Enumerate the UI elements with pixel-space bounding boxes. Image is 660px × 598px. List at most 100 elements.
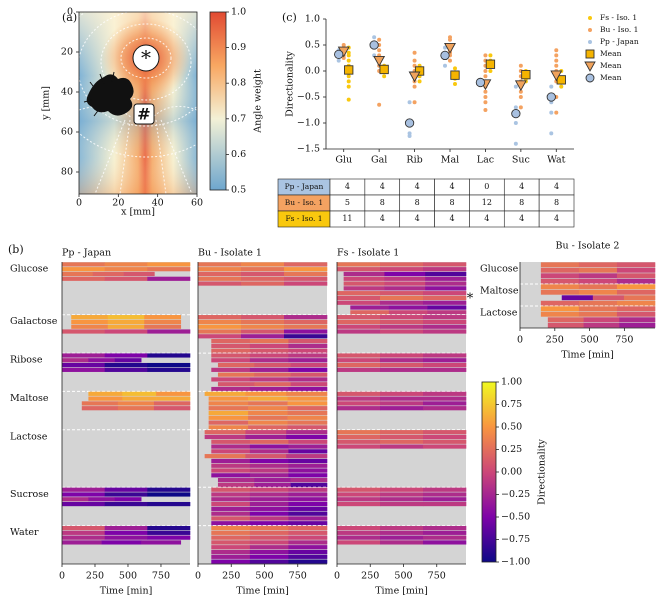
cell-value: 8: [554, 198, 559, 207]
mean-marker: [344, 65, 354, 75]
track-segment: [198, 334, 242, 339]
track-segment: [88, 497, 116, 502]
track-segment: [425, 281, 467, 286]
group-label: Glucose: [10, 264, 49, 275]
track-segment: [337, 497, 381, 502]
track-segment: [249, 497, 289, 502]
track-segment: [114, 497, 142, 502]
mean-marker: [414, 66, 425, 76]
annotation: *: [467, 292, 474, 307]
track-segment: [211, 348, 251, 353]
x-tick-label: 750: [428, 571, 446, 582]
track-segment: [147, 492, 191, 497]
cell-value: 11: [342, 214, 352, 223]
track-segment: [423, 315, 467, 320]
x-tick-label: Mal: [441, 155, 459, 166]
data-point: [483, 74, 488, 79]
track-segment: [211, 530, 251, 535]
track-segment: [578, 289, 618, 295]
mean-marker: [521, 69, 531, 80]
track-segment: [211, 463, 251, 468]
x-tick-label: 500: [119, 571, 137, 582]
track-segment: [245, 430, 287, 435]
data-point: [377, 48, 382, 53]
data-point: [377, 37, 382, 42]
track-segment: [107, 315, 145, 320]
track-segment: [288, 530, 328, 535]
group-label: Glucose: [480, 264, 519, 275]
x-tick-label: 500: [255, 571, 273, 582]
track-segment: [288, 525, 328, 531]
track-segment: [423, 439, 467, 444]
data-point: [412, 84, 417, 89]
data-point: [483, 95, 488, 99]
track-segment: [117, 406, 155, 411]
track-segment: [211, 559, 251, 564]
track-segment: [423, 501, 467, 507]
track-segment: [388, 305, 428, 310]
cell-value: 4: [554, 214, 559, 223]
track-segment: [62, 362, 105, 368]
legend-label: Bu - Iso. 1: [600, 25, 638, 34]
data-point: [483, 69, 488, 73]
y-tick-label: 20: [61, 47, 73, 58]
colorbar-tick-label: −1.00: [501, 557, 530, 568]
track-segment: [616, 300, 656, 306]
track-segment: [241, 262, 285, 267]
track-segment: [62, 276, 105, 281]
track-segment: [380, 525, 424, 531]
track-segment: [284, 329, 328, 334]
track-segment: [62, 487, 105, 492]
track-segment: [425, 271, 467, 277]
track-segment: [288, 554, 328, 559]
track-segment: [380, 358, 424, 363]
track-segment: [114, 358, 142, 363]
cell-value: 8: [449, 198, 454, 207]
track-segment: [343, 271, 385, 277]
track-segment: [423, 401, 467, 406]
track-segment: [380, 401, 424, 406]
data-point: [559, 84, 564, 89]
track-segment: [423, 444, 467, 449]
data-point: [346, 74, 351, 79]
track-segment: [204, 434, 246, 440]
track-segment: [211, 439, 251, 444]
track-segment: [217, 478, 255, 483]
track-segment: [290, 382, 328, 387]
track-segment: [592, 295, 625, 301]
track-segment: [62, 329, 105, 334]
track-segment: [423, 525, 467, 531]
mean-marker: [485, 59, 496, 69]
track-segment: [284, 276, 328, 281]
track-segment: [254, 478, 291, 483]
y-tick-label: −1.5: [297, 144, 320, 155]
track-segment: [288, 463, 328, 468]
data-point: [377, 102, 382, 107]
track-segment: [547, 322, 584, 328]
track-segment: [249, 338, 289, 344]
group-label: Ribose: [10, 355, 43, 366]
track-segment: [198, 281, 242, 286]
colorbar-tick-label: 0.00: [501, 467, 522, 478]
data-point: [483, 108, 488, 112]
track-segment: [380, 362, 424, 368]
track-segment: [211, 540, 251, 545]
track-segment: [384, 271, 426, 277]
track-segment: [380, 430, 424, 435]
track-segment: [71, 319, 109, 325]
track-segment: [616, 262, 656, 268]
track-segment: [337, 291, 381, 296]
mean-marker: [408, 71, 421, 83]
track-segment: [337, 358, 381, 363]
track-segment: [144, 315, 182, 320]
track-segment: [423, 267, 467, 272]
track-segment: [62, 497, 89, 502]
data-point: [407, 134, 412, 138]
track-segment: [423, 487, 467, 492]
track-segment: [380, 324, 424, 329]
data-point: [513, 105, 518, 110]
track-segment: [380, 497, 424, 502]
track-segment: [198, 276, 242, 281]
track-segment: [71, 324, 109, 329]
